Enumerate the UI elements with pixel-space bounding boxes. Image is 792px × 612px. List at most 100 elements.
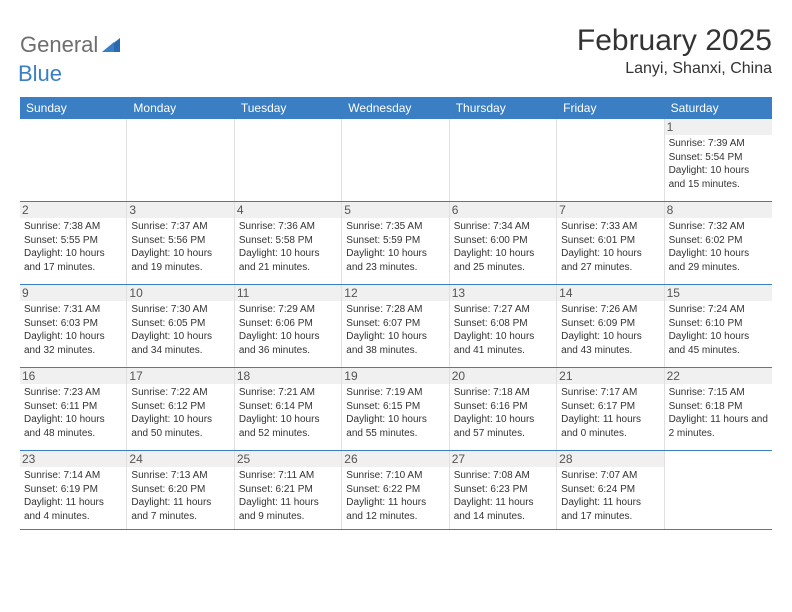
day-cell: 15Sunrise: 7:24 AMSunset: 6:10 PMDayligh… [665,285,772,367]
day-info: Sunrise: 7:37 AMSunset: 5:56 PMDaylight:… [131,220,229,274]
daylight-text: Daylight: 10 hours and 50 minutes. [131,413,229,440]
daylight-text: Daylight: 10 hours and 45 minutes. [669,330,768,357]
daylight-text: Daylight: 11 hours and 17 minutes. [561,496,659,523]
daylight-text: Daylight: 10 hours and 55 minutes. [346,413,444,440]
day-info: Sunrise: 7:13 AMSunset: 6:20 PMDaylight:… [131,469,229,523]
day-number: 26 [342,451,448,467]
sunrise-text: Sunrise: 7:29 AM [239,303,337,317]
sunset-text: Sunset: 6:17 PM [561,400,659,414]
sunset-text: Sunset: 6:24 PM [561,483,659,497]
sunrise-text: Sunrise: 7:35 AM [346,220,444,234]
day-cell: 10Sunrise: 7:30 AMSunset: 6:05 PMDayligh… [127,285,234,367]
day-cell: 1Sunrise: 7:39 AMSunset: 5:54 PMDaylight… [665,119,772,201]
day-number: 14 [557,285,663,301]
sunrise-text: Sunrise: 7:34 AM [454,220,552,234]
day-number: 4 [235,202,341,218]
day-info: Sunrise: 7:35 AMSunset: 5:59 PMDaylight:… [346,220,444,274]
month-title: February 2025 [577,24,772,58]
sunset-text: Sunset: 6:22 PM [346,483,444,497]
sunset-text: Sunset: 5:59 PM [346,234,444,248]
day-info: Sunrise: 7:26 AMSunset: 6:09 PMDaylight:… [561,303,659,357]
day-number: 10 [127,285,233,301]
day-number-empty [342,119,448,135]
day-number: 13 [450,285,556,301]
day-number: 28 [557,451,663,467]
sunrise-text: Sunrise: 7:32 AM [669,220,768,234]
day-cell: 12Sunrise: 7:28 AMSunset: 6:07 PMDayligh… [342,285,449,367]
day-cell [665,451,772,529]
daylight-text: Daylight: 10 hours and 23 minutes. [346,247,444,274]
sunrise-text: Sunrise: 7:37 AM [131,220,229,234]
week-row: 1Sunrise: 7:39 AMSunset: 5:54 PMDaylight… [20,119,772,202]
day-number-empty [127,119,233,135]
day-cell: 16 Sunrise: 7:23 AMSunset: 6:11 PMDayligh… [20,368,127,450]
sunset-text: Sunset: 5:56 PM [131,234,229,248]
sunrise-text: Sunrise: 7:10 AM [346,469,444,483]
day-number: 15 [665,285,772,301]
daylight-text: Daylight: 11 hours and 14 minutes. [454,496,552,523]
calendar-body: 1Sunrise: 7:39 AMSunset: 5:54 PMDaylight… [20,119,772,530]
logo-blue: Blue [18,61,62,86]
day-number: 16 [20,368,126,384]
day-cell [450,119,557,201]
sunrise-text: Sunrise: 7:07 AM [561,469,659,483]
day-cell: 26 Sunrise: 7:10 AMSunset: 6:22 PMDayligh… [342,451,449,529]
day-header-tuesday: Tuesday [235,97,342,119]
sunset-text: Sunset: 6:02 PM [669,234,768,248]
day-header-friday: Friday [557,97,664,119]
day-number-empty [20,119,126,135]
sunrise-text: Sunrise: 7:36 AM [239,220,337,234]
day-cell: 17Sunrise: 7:22 AMSunset: 6:12 PMDayligh… [127,368,234,450]
sunrise-text: Sunrise: 7:18 AM [454,386,552,400]
daylight-text: Daylight: 10 hours and 15 minutes. [669,164,768,191]
daylight-text: Daylight: 10 hours and 21 minutes. [239,247,337,274]
daylight-text: Daylight: 10 hours and 34 minutes. [131,330,229,357]
day-cell [342,119,449,201]
day-cell: 2Sunrise: 7:38 AMSunset: 5:55 PMDaylight… [20,202,127,284]
day-info: Sunrise: 7:34 AMSunset: 6:00 PMDaylight:… [454,220,552,274]
day-info: Sunrise: 7:15 AMSunset: 6:18 PMDaylight:… [669,386,768,440]
daylight-text: Daylight: 10 hours and 48 minutes. [24,413,122,440]
logo: General Blue [20,32,120,87]
sunrise-text: Sunrise: 7:38 AM [24,220,122,234]
day-info: Sunrise: 7:29 AMSunset: 6:06 PMDaylight:… [239,303,337,357]
title-block: February 2025 Lanyi, Shanxi, China [577,24,772,78]
day-info: Sunrise: 7:32 AMSunset: 6:02 PMDaylight:… [669,220,768,274]
day-info: Sunrise: 7:17 AMSunset: 6:17 PMDaylight:… [561,386,659,440]
day-cell: 18Sunrise: 7:21 AMSunset: 6:14 PMDayligh… [235,368,342,450]
sunrise-text: Sunrise: 7:11 AM [239,469,337,483]
day-number: 7 [557,202,663,218]
sunrise-text: Sunrise: 7:23 AM [24,386,122,400]
sunset-text: Sunset: 6:10 PM [669,317,768,331]
day-cell [557,119,664,201]
day-header-wednesday: Wednesday [342,97,449,119]
sunset-text: Sunset: 6:23 PM [454,483,552,497]
day-header-sunday: Sunday [20,97,127,119]
day-info: Sunrise: 7:19 AMSunset: 6:15 PMDaylight:… [346,386,444,440]
day-number: 25 [235,451,341,467]
daylight-text: Daylight: 10 hours and 52 minutes. [239,413,337,440]
daylight-text: Daylight: 10 hours and 29 minutes. [669,247,768,274]
sunset-text: Sunset: 6:03 PM [24,317,122,331]
sunset-text: Sunset: 6:11 PM [24,400,122,414]
day-cell [20,119,127,201]
day-info: Sunrise: 7:11 AMSunset: 6:21 PMDaylight:… [239,469,337,523]
sunset-text: Sunset: 5:54 PM [669,151,768,165]
daylight-text: Daylight: 11 hours and 4 minutes. [24,496,122,523]
sunrise-text: Sunrise: 7:33 AM [561,220,659,234]
sunset-text: Sunset: 6:09 PM [561,317,659,331]
day-info: Sunrise: 7:10 AMSunset: 6:22 PMDaylight:… [346,469,444,523]
sunset-text: Sunset: 6:01 PM [561,234,659,248]
day-number: 19 [342,368,448,384]
daylight-text: Daylight: 10 hours and 41 minutes. [454,330,552,357]
day-cell: 23Sunrise: 7:14 AMSunset: 6:19 PMDayligh… [20,451,127,529]
day-number-empty [665,451,772,467]
day-number: 24 [127,451,233,467]
day-cell: 5Sunrise: 7:35 AMSunset: 5:59 PMDaylight… [342,202,449,284]
day-number: 3 [127,202,233,218]
day-info: Sunrise: 7:28 AMSunset: 6:07 PMDaylight:… [346,303,444,357]
day-info: Sunrise: 7:31 AMSunset: 6:03 PMDaylight:… [24,303,122,357]
day-cell: 19 Sunrise: 7:19 AMSunset: 6:15 PMDayligh… [342,368,449,450]
week-row: 9Sunrise: 7:31 AMSunset: 6:03 PMDaylight… [20,285,772,368]
day-number: 22 [665,368,772,384]
